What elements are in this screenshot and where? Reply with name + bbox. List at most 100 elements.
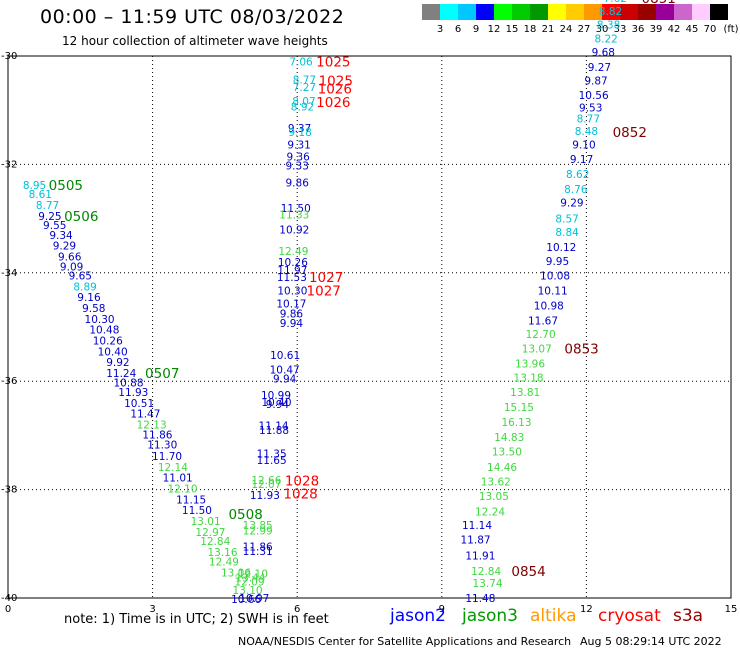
pass-time-label: 1028 — [285, 473, 319, 489]
wave-height-point: 13.16 — [207, 547, 237, 559]
wave-height-point: 10.26 — [93, 336, 123, 348]
legend-swatch — [566, 4, 584, 20]
wave-height-point: 9.86 — [280, 308, 304, 320]
wave-height-point: 11.47 — [130, 409, 160, 421]
legend-swatch — [530, 4, 548, 20]
legend-swatch — [638, 4, 656, 20]
legend-swatch — [674, 4, 692, 20]
legend-unit: (ft) — [723, 24, 739, 35]
wave-height-point: 11.50 — [182, 505, 212, 517]
wave-height-point: 8.76 — [564, 184, 588, 196]
wave-height-point: 10.47 — [270, 364, 300, 376]
y-tick-label: -36 — [1, 376, 17, 387]
x-tick-label: 6 — [294, 604, 300, 615]
wave-height-point: 15.15 — [504, 402, 534, 414]
wave-height-point: 8.95 — [23, 180, 46, 192]
wave-height-point: 14.83 — [494, 432, 524, 444]
legend-swatch — [494, 4, 512, 20]
legend-swatch — [584, 4, 602, 20]
wave-height-point: 11.86 — [243, 542, 273, 554]
wave-height-point: 9.58 — [82, 303, 105, 315]
pass-time-label: 0851 — [642, 0, 676, 7]
pass-time-label: 0505 — [49, 178, 83, 194]
legend-label: 36 — [631, 24, 645, 35]
wave-height-point: 9.25 — [38, 211, 61, 223]
legend-swatch — [710, 4, 728, 20]
wave-height-point: 11.86 — [142, 429, 172, 441]
wave-height-point: 10.48 — [89, 325, 119, 337]
credit-text: NOAA/NESDIS Center for Satellite Applica… — [238, 635, 572, 648]
legend-label: 15 — [505, 24, 519, 35]
x-tick-label: 15 — [725, 604, 738, 615]
wave-height-point: 11.24 — [106, 368, 136, 380]
pass-time-label: 0853 — [564, 342, 598, 358]
wave-height-point: 12.84 — [471, 566, 501, 578]
wave-height-point: 8.89 — [73, 281, 96, 293]
wave-height-point: 8.62 — [566, 169, 589, 181]
wave-height-point: 12.07 — [251, 479, 281, 491]
wave-height-point: 13.07 — [522, 344, 552, 356]
wave-height-point: 10.92 — [279, 224, 309, 236]
legend-swatch — [440, 4, 458, 20]
legend-label: 12 — [487, 24, 501, 35]
pass-time-label: 1027 — [309, 270, 343, 286]
wave-height-point: 9.37 — [288, 123, 311, 135]
wave-height-point: 9.16 — [77, 292, 101, 304]
wave-height-point: 11.87 — [461, 534, 491, 546]
wave-height-point: 13.96 — [515, 358, 545, 370]
wave-height-point: 12.49 — [278, 246, 308, 258]
wave-height-point: 9.94 — [273, 373, 297, 385]
wave-height-point: 11.50 — [281, 203, 311, 215]
x-tick-label: 12 — [580, 604, 593, 615]
wave-height-point: 10.30 — [85, 314, 115, 326]
wave-height-point: 13.18 — [514, 372, 544, 384]
wave-height-point: 8.57 — [555, 214, 578, 226]
wave-height-point: 10.26 — [278, 257, 308, 269]
pass-time-label: 0854 — [511, 564, 545, 580]
wave-height-point: 16.13 — [501, 417, 531, 429]
wave-height-point: 12.49 — [209, 557, 239, 569]
wave-height-point: 11.93 — [118, 387, 148, 399]
y-tick-label: -34 — [1, 268, 17, 279]
wave-height-point: 7.62 — [604, 0, 627, 5]
wave-height-point: 9.31 — [287, 139, 310, 151]
wave-height-point: 13.01 — [191, 516, 221, 528]
wave-height-point: 12.13 — [137, 420, 167, 432]
wave-height-point: 9.66 — [58, 252, 82, 264]
wave-height-point: 10.61 — [270, 350, 300, 362]
wave-height-point: 13.05 — [479, 491, 509, 503]
legend-swatch — [422, 4, 440, 20]
wave-height-point: 13.74 — [473, 578, 503, 590]
wave-height-point: 9.53 — [579, 102, 602, 114]
legend-label: 30 — [595, 24, 609, 35]
pass-time-label: 0508 — [228, 507, 262, 523]
wave-height-point: 11.15 — [176, 494, 206, 506]
wave-height-point: 11.93 — [250, 490, 280, 502]
legend-swatch — [692, 4, 710, 20]
wave-height-point: 13.50 — [492, 447, 522, 459]
wave-height-point: 11.48 — [465, 593, 495, 605]
legend-label: 70 — [703, 24, 717, 35]
wave-height-point: 10.99 — [261, 390, 291, 402]
wave-height-point: 8.48 — [575, 126, 598, 138]
wave-height-point: 10.40 — [261, 397, 291, 409]
wave-height-point: 13.06 — [221, 568, 251, 580]
wave-height-point: 10.88 — [113, 377, 143, 389]
plot-frame — [7, 55, 732, 599]
wave-height-point: 11.35 — [257, 448, 287, 460]
wave-height-point: 9.17 — [570, 154, 593, 166]
legend-altika: altika — [530, 606, 577, 626]
wave-height-point: 9.34 — [49, 230, 73, 242]
legend-swatch — [512, 4, 530, 20]
legend-swatch — [458, 4, 476, 20]
wave-height-point: 11.70 — [152, 451, 182, 463]
wave-height-point: 10.66 — [231, 594, 261, 606]
wave-height-point: 10.40 — [98, 346, 128, 358]
pass-time-label: 1027 — [307, 284, 341, 300]
wave-height-point: 10.12 — [546, 242, 576, 254]
legend-label: 42 — [667, 24, 681, 35]
wave-height-point: 12.70 — [526, 329, 556, 341]
wave-height-point: 11.30 — [147, 440, 177, 452]
legend-label: 24 — [559, 24, 573, 35]
